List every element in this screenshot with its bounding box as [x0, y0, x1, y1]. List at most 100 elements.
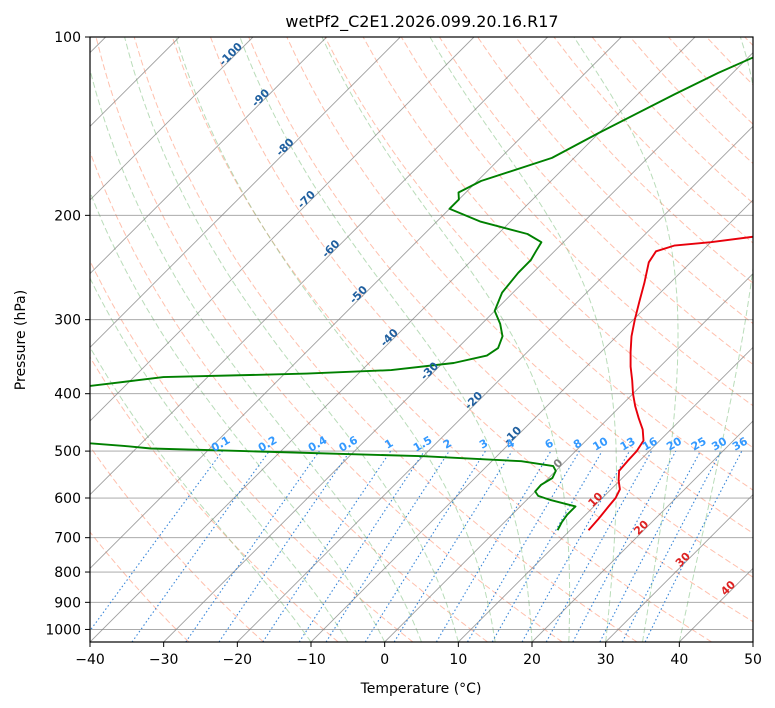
mixing-ratio-label: 2 — [441, 437, 454, 452]
x-tick-label: 10 — [449, 652, 467, 668]
y-tick-label: 500 — [54, 444, 81, 460]
x-axis-title: Temperature (°C) — [360, 681, 482, 697]
moist-adiabat-line — [321, 37, 571, 642]
dry-adiabat-line — [133, 37, 638, 642]
y-tick-label: 1000 — [45, 622, 81, 638]
mixing-ratio-line — [262, 450, 392, 642]
isotherm-value-label: -60 — [319, 237, 342, 260]
isotherm-line — [752, 641, 753, 642]
mixing-ratio-line — [467, 450, 580, 642]
moist-adiabat-line — [90, 277, 349, 642]
dry-adiabat-line — [515, 37, 753, 284]
warm-isotherm-label: 30 — [673, 549, 693, 569]
isotherm-line — [679, 567, 753, 642]
moist-adiabat-line — [239, 37, 533, 642]
dewpoint-profile-line — [90, 56, 753, 531]
dry-adiabat-line — [248, 37, 753, 578]
isotherm-value-label: -50 — [347, 283, 370, 306]
axis-layer: −40 −30 −20 −10 0 10 20 30 40 50 1000 900 800 700 600 5… — [45, 30, 762, 668]
dry-adiabat-line — [90, 445, 264, 642]
isotherm-value-label: -90 — [249, 86, 272, 109]
isotherm-value-label: -80 — [273, 135, 296, 158]
x-tick-label: −30 — [149, 652, 179, 668]
chart-title: wetPf2_C2E1.2026.099.20.16.R17 — [285, 12, 558, 32]
x-tick-label: −10 — [296, 652, 326, 668]
plot-frame — [89, 36, 754, 643]
isotherm-value-label: -100 — [216, 40, 245, 69]
mixing-ratio-line — [435, 450, 552, 642]
y-tick-label: 800 — [54, 565, 81, 581]
moist-adiabat-line — [429, 37, 617, 642]
isotherm-line — [90, 37, 327, 275]
isotherm-value-label: -70 — [295, 188, 318, 211]
isotherm-line — [384, 273, 753, 642]
x-tick-label: 0 — [380, 652, 389, 668]
temperature-profile-line — [587, 235, 753, 531]
mixing-ratio-line — [545, 450, 653, 642]
y-tick-label: 700 — [54, 531, 81, 547]
isotherm-line — [163, 52, 753, 642]
dry-adiabat-line — [171, 37, 712, 642]
isotherm-line — [90, 37, 475, 422]
mixing-ratio-line — [572, 450, 677, 642]
dry-adiabat-line — [90, 356, 339, 642]
grid-layer — [90, 37, 753, 642]
moist-adiabat-line — [124, 37, 459, 642]
x-tick-label: 30 — [597, 652, 615, 668]
y-axis-title: Pressure (hPa) — [13, 290, 29, 390]
isotherm-line — [90, 37, 401, 348]
moist-adiabat-line — [90, 67, 422, 642]
isotherm-line — [531, 420, 753, 642]
x-tick-label: −20 — [223, 652, 253, 668]
x-tick-label: 50 — [744, 652, 762, 668]
dry-adiabat-line — [438, 37, 753, 366]
warm-isotherm-label: 20 — [631, 517, 651, 537]
y-tick-label: 100 — [54, 30, 81, 46]
dry-adiabat-line — [95, 37, 563, 642]
isotherm-line — [237, 125, 753, 642]
isotherm-value-label: -40 — [378, 326, 401, 349]
isotherm-line — [90, 37, 696, 642]
dry-adiabat-line — [706, 37, 753, 86]
y-tick-label: 900 — [54, 595, 81, 611]
mixing-ratio-label: 6 — [543, 436, 556, 451]
y-tick-label: 400 — [54, 387, 81, 403]
y-tick-label: 200 — [54, 208, 81, 224]
x-tick-label: −40 — [75, 652, 105, 668]
mixing-ratio-line — [131, 450, 270, 642]
dry-adiabat-line — [210, 37, 753, 623]
mixing-ratio-line — [521, 450, 630, 642]
moist-adiabat-line — [678, 37, 753, 642]
mixing-ratio-line — [185, 450, 320, 642]
x-tick-label: 40 — [670, 652, 688, 668]
warm-isotherm-label: 40 — [718, 578, 738, 598]
isotherm-line — [90, 37, 548, 496]
mixing-ratio-label: 3 — [477, 437, 490, 452]
mixing-ratio-line — [393, 450, 513, 642]
series-layer — [90, 56, 753, 531]
isotherm-line — [605, 494, 753, 642]
isotherm-line — [90, 37, 254, 201]
warm-isotherm-label: 10 — [586, 490, 606, 510]
isotherm-line — [310, 199, 753, 642]
dry-adiabat-line — [90, 150, 488, 642]
moist-adiabat-line — [573, 37, 679, 642]
isotherm-line — [90, 37, 622, 569]
y-tick-label: 600 — [54, 491, 81, 507]
mixing-ratio-line — [298, 450, 425, 642]
moist-adiabat-line — [90, 190, 386, 642]
moist-adiabat-line — [175, 37, 496, 642]
isotherm-value-label: -20 — [462, 389, 485, 412]
dry-adiabat-line — [400, 37, 753, 407]
dry-adiabat-line — [90, 259, 414, 642]
mixing-ratio-line — [325, 450, 450, 642]
x-tick-label: 20 — [523, 652, 541, 668]
mixing-ratio-line — [90, 450, 223, 632]
mixing-ratio-line — [218, 450, 351, 642]
label-layer: -100-90-80-70-60-50-40-30-20-100.1 0.2 0.4… — [209, 40, 750, 598]
dry-adiabat-line — [744, 37, 753, 47]
isotherm-line — [458, 346, 753, 642]
moist-adiabat-line — [90, 346, 312, 642]
mixing-ratio-line — [644, 450, 743, 642]
